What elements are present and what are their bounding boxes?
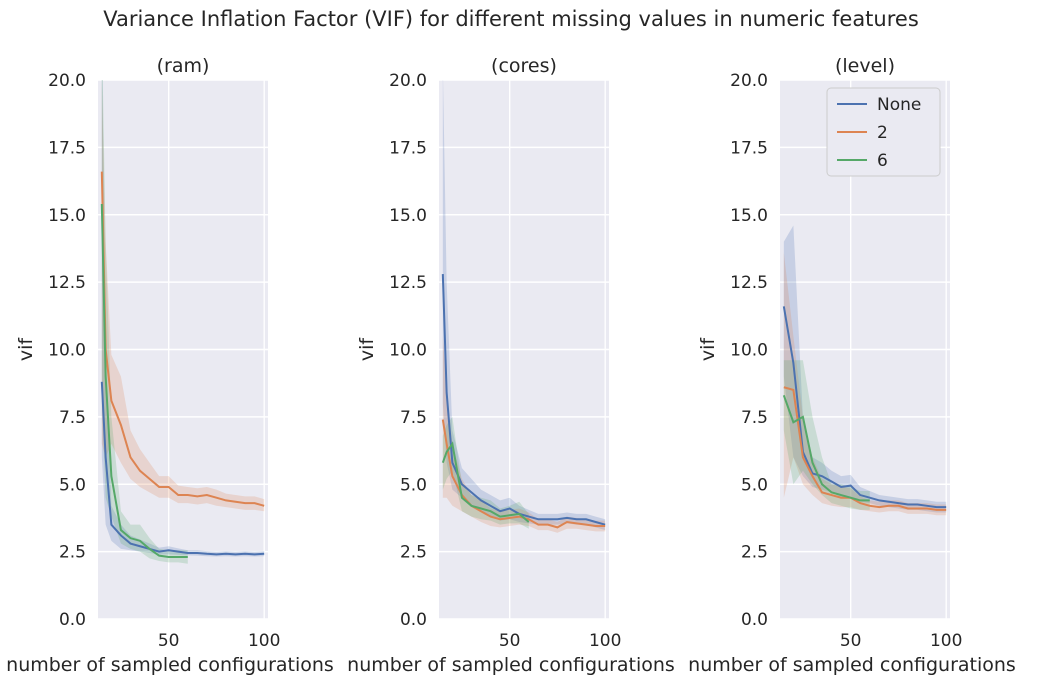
y-tick-label: 2.5 bbox=[741, 543, 768, 563]
series-line-None bbox=[782, 306, 947, 509]
y-tick-label: 0.0 bbox=[400, 610, 427, 630]
y-axis-title: vif bbox=[15, 337, 37, 362]
series-line-6 bbox=[441, 441, 530, 523]
y-tick-label: 10.0 bbox=[389, 341, 427, 361]
y-tick-label: 20.0 bbox=[48, 71, 86, 91]
y-tick-label: 5.0 bbox=[400, 475, 427, 495]
y-tick-label: 12.5 bbox=[730, 273, 768, 293]
y-axis-title: vif bbox=[697, 337, 719, 362]
y-tick-label: 15.0 bbox=[389, 206, 427, 226]
series-layer bbox=[100, 80, 265, 564]
y-tick-label: 2.5 bbox=[400, 543, 427, 563]
legend: None 2 6 bbox=[826, 87, 941, 177]
series-layer bbox=[441, 80, 606, 533]
y-tick-label: 17.5 bbox=[389, 138, 427, 158]
y-tick-label: 0.0 bbox=[59, 610, 86, 630]
y-tick-label: 17.5 bbox=[48, 138, 86, 158]
y-tick-label: 20.0 bbox=[389, 71, 427, 91]
x-tick-label: 100 bbox=[589, 631, 621, 651]
panel-level: 0.0 2.5 5.0 7.5 10.0 12.5 15.0 17.5 20.0 50 100 (le… bbox=[688, 55, 1016, 676]
series-line-2 bbox=[783, 386, 947, 511]
x-tick-label: 50 bbox=[840, 631, 862, 651]
legend-label: 6 bbox=[877, 151, 888, 171]
y-tick-label: 2.5 bbox=[59, 543, 86, 563]
y-tick-label: 15.0 bbox=[730, 206, 768, 226]
series-line-None bbox=[100, 381, 265, 556]
series-line-6 bbox=[100, 203, 188, 559]
x-tick-label: 100 bbox=[248, 631, 280, 651]
y-tick-label: 7.5 bbox=[400, 408, 427, 428]
y-axis-title: vif bbox=[356, 337, 378, 362]
panel-title: (ram) bbox=[157, 55, 210, 77]
confidence-band-6 bbox=[783, 360, 870, 510]
x-axis-title: number of sampled configurations bbox=[347, 654, 675, 676]
y-tick-label: 15.0 bbox=[48, 206, 86, 226]
x-tick-label: 50 bbox=[499, 631, 521, 651]
legend-label: None bbox=[877, 95, 921, 115]
panel-cores: 0.0 2.5 5.0 7.5 10.0 12.5 15.0 17.5 20.0 50 100 (co… bbox=[347, 55, 675, 676]
y-tick-label: 17.5 bbox=[730, 138, 768, 158]
legend-label: 2 bbox=[877, 123, 888, 143]
figure-title: Variance Inflation Factor (VIF) for diff… bbox=[103, 7, 919, 31]
x-axis-title: number of sampled configurations bbox=[688, 654, 1016, 676]
y-tick-label: 7.5 bbox=[59, 408, 86, 428]
y-tick-label: 5.0 bbox=[741, 475, 768, 495]
legend-frame bbox=[826, 87, 941, 177]
y-tick-label: 20.0 bbox=[730, 71, 768, 91]
panels: 0.02.55.07.510.012.515.017.520.050 100(ra… bbox=[6, 55, 1016, 676]
panel-ram: 0.0 2.5 5.0 7.5 10.0 12.5 15.0 17.5 20.0 50 100 (ra… bbox=[6, 55, 334, 676]
series-line-6 bbox=[782, 394, 870, 502]
y-tick-label: 10.0 bbox=[48, 341, 86, 361]
x-tick-label: 50 bbox=[158, 631, 180, 651]
y-tick-label: 0.0 bbox=[741, 610, 768, 630]
y-tick-label: 12.5 bbox=[389, 273, 427, 293]
series-layer bbox=[782, 225, 947, 516]
series-line-2 bbox=[100, 171, 265, 507]
panel-title: (cores) bbox=[491, 55, 557, 77]
x-tick-label: 100 bbox=[930, 631, 962, 651]
panel-title: (level) bbox=[835, 55, 895, 77]
y-tick-label: 12.5 bbox=[48, 273, 86, 293]
y-tick-label: 7.5 bbox=[741, 408, 768, 428]
x-axis-title: number of sampled configurations bbox=[6, 654, 334, 676]
y-tick-label: 5.0 bbox=[59, 475, 86, 495]
y-tick-label: 10.0 bbox=[730, 341, 768, 361]
